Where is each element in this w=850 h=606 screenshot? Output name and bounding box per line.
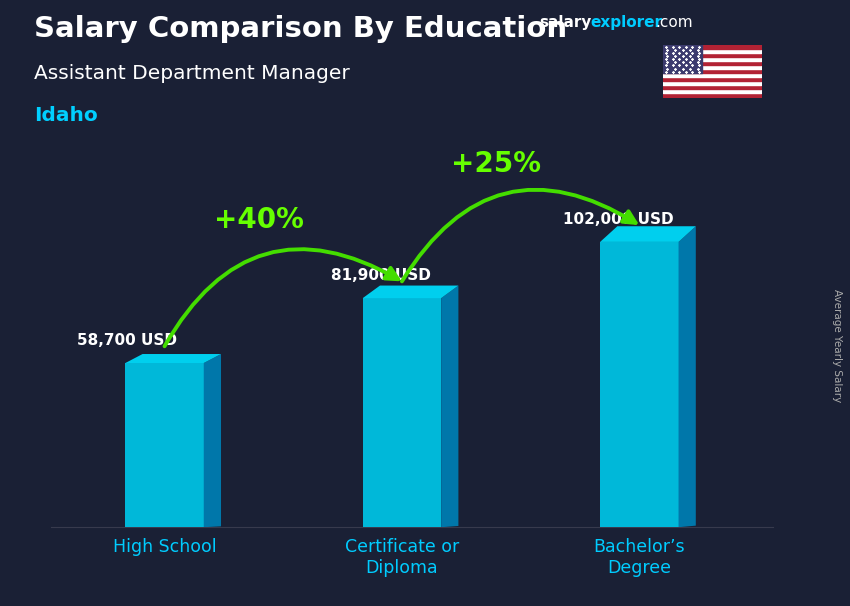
Polygon shape [204,354,221,527]
Text: Idaho: Idaho [34,106,98,125]
Polygon shape [678,226,696,527]
Text: Average Yearly Salary: Average Yearly Salary [832,289,842,402]
Polygon shape [363,285,458,298]
Text: Assistant Department Manager: Assistant Department Manager [34,64,349,82]
Text: explorer: explorer [591,15,663,30]
Polygon shape [600,242,678,527]
Polygon shape [125,363,204,527]
Text: 58,700 USD: 58,700 USD [77,333,178,348]
Text: 102,000 USD: 102,000 USD [564,211,674,227]
Text: 81,900 USD: 81,900 USD [332,268,431,283]
Text: .com: .com [655,15,693,30]
Text: salary: salary [540,15,592,30]
Polygon shape [600,226,696,242]
Polygon shape [125,354,221,363]
Polygon shape [363,298,441,527]
Text: Salary Comparison By Education: Salary Comparison By Education [34,15,567,43]
Text: +25%: +25% [450,150,541,178]
Polygon shape [441,285,458,527]
Text: +40%: +40% [213,206,303,234]
